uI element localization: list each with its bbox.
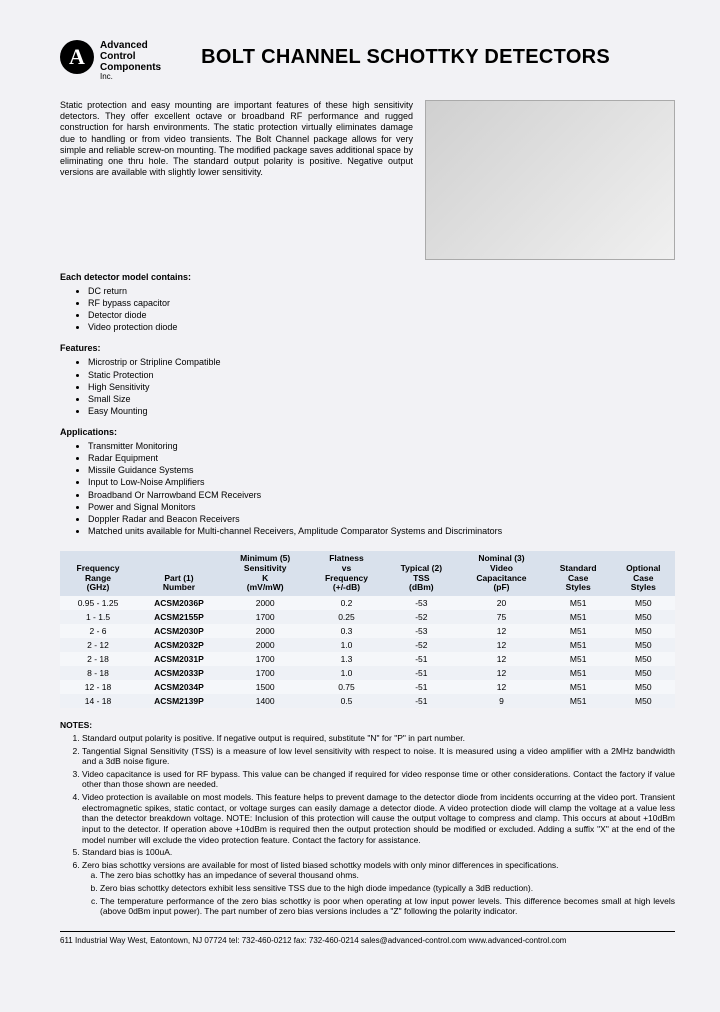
col-header: FlatnessvsFrequency(+/-dB) bbox=[308, 551, 384, 596]
header: A Advanced Control Components Inc. BOLT … bbox=[60, 40, 675, 82]
subnote-item: The zero bias schottky has an impedance … bbox=[100, 870, 675, 881]
apps-heading: Applications: bbox=[60, 427, 675, 437]
apps-list: Transmitter MonitoringRadar EquipmentMis… bbox=[88, 440, 675, 537]
subnote-item: Zero bias schottky detectors exhibit les… bbox=[100, 883, 675, 894]
table-row: 2 - 18ACSM2031P17001.3-5112M51M50 bbox=[60, 652, 675, 666]
product-image bbox=[425, 100, 675, 260]
subnote-item: The temperature performance of the zero … bbox=[100, 896, 675, 917]
footer: 611 Industrial Way West, Eatontown, NJ 0… bbox=[60, 931, 675, 945]
list-item: Easy Mounting bbox=[88, 405, 675, 417]
table-row: 8 - 18ACSM2033P17001.0-5112M51M50 bbox=[60, 666, 675, 680]
note-item: Video capacitance is used for RF bypass.… bbox=[82, 769, 675, 790]
list-item: Broadband Or Narrowband ECM Receivers bbox=[88, 489, 675, 501]
list-item: Small Size bbox=[88, 393, 675, 405]
list-item: Transmitter Monitoring bbox=[88, 440, 675, 452]
list-item: Detector diode bbox=[88, 309, 675, 321]
list-item: Input to Low-Noise Amplifiers bbox=[88, 476, 675, 488]
logo-text: Advanced Control Components Inc. bbox=[100, 40, 161, 82]
list-item: Static Protection bbox=[88, 369, 675, 381]
table-row: 12 - 18ACSM2034P15000.75-5112M51M50 bbox=[60, 680, 675, 694]
list-item: Video protection diode bbox=[88, 321, 675, 333]
table-row: 2 - 12ACSM2032P20001.0-5212M51M50 bbox=[60, 638, 675, 652]
intro-row: Static protection and easy mounting are … bbox=[60, 100, 675, 260]
col-header: Typical (2)TSS(dBm) bbox=[385, 551, 459, 596]
contains-heading: Each detector model contains: bbox=[60, 272, 675, 282]
table-row: 14 - 18ACSM2139P14000.5-519M51M50 bbox=[60, 694, 675, 708]
list-item: RF bypass capacitor bbox=[88, 297, 675, 309]
note-item: Video protection is available on most mo… bbox=[82, 792, 675, 845]
table-row: 0.95 - 1.25ACSM2036P20000.2-5320M51M50 bbox=[60, 596, 675, 610]
list-item: High Sensitivity bbox=[88, 381, 675, 393]
spec-table: FrequencyRange(GHz)Part (1)NumberMinimum… bbox=[60, 551, 675, 708]
col-header: FrequencyRange(GHz) bbox=[60, 551, 136, 596]
features-list: Microstrip or Stripline CompatibleStatic… bbox=[88, 356, 675, 417]
note-item: Standard output polarity is positive. If… bbox=[82, 733, 675, 744]
col-header: OptionalCaseStyles bbox=[612, 551, 675, 596]
page-title: BOLT CHANNEL SCHOTTKY DETECTORS bbox=[201, 46, 610, 69]
notes-section: NOTES: Standard output polarity is posit… bbox=[60, 720, 675, 917]
features-heading: Features: bbox=[60, 343, 675, 353]
list-item: Matched units available for Multi-channe… bbox=[88, 525, 675, 537]
intro-text: Static protection and easy mounting are … bbox=[60, 100, 413, 260]
list-item: Radar Equipment bbox=[88, 452, 675, 464]
table-row: 1 - 1.5ACSM2155P17000.25-5275M51M50 bbox=[60, 610, 675, 624]
logo: A Advanced Control Components Inc. bbox=[60, 40, 161, 82]
note-item: Standard bias is 100uA. bbox=[82, 847, 675, 858]
list-item: Doppler Radar and Beacon Receivers bbox=[88, 513, 675, 525]
col-header: Minimum (5)SensitivityK(mV/mW) bbox=[222, 551, 309, 596]
contains-list: DC returnRF bypass capacitorDetector dio… bbox=[88, 285, 675, 334]
table-row: 2 - 6ACSM2030P20000.3-5312M51M50 bbox=[60, 624, 675, 638]
note-item: Zero bias schottky versions are availabl… bbox=[82, 860, 675, 917]
col-header: StandardCaseStyles bbox=[545, 551, 612, 596]
logo-icon: A bbox=[60, 40, 94, 74]
col-header: Nominal (3)VideoCapacitance(pF) bbox=[458, 551, 545, 596]
col-header: Part (1)Number bbox=[136, 551, 222, 596]
list-item: Missile Guidance Systems bbox=[88, 464, 675, 476]
list-item: DC return bbox=[88, 285, 675, 297]
note-item: Tangential Signal Sensitivity (TSS) is a… bbox=[82, 746, 675, 767]
list-item: Microstrip or Stripline Compatible bbox=[88, 356, 675, 368]
notes-heading: NOTES: bbox=[60, 720, 675, 731]
list-item: Power and Signal Monitors bbox=[88, 501, 675, 513]
